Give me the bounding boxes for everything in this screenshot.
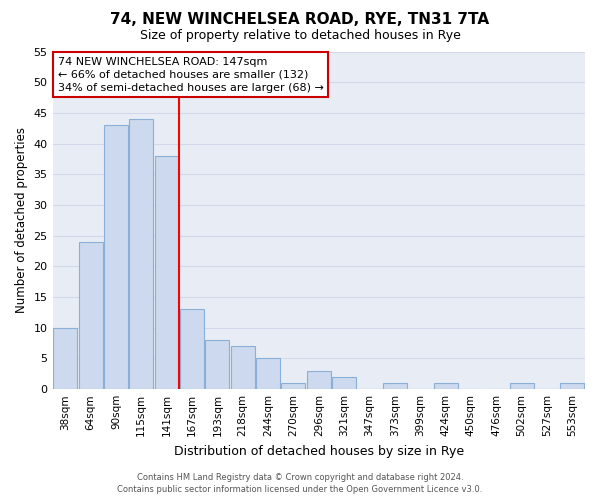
- Bar: [104, 125, 128, 389]
- Bar: [79, 242, 103, 389]
- Bar: [281, 383, 305, 389]
- Bar: [53, 328, 77, 389]
- Bar: [256, 358, 280, 389]
- Y-axis label: Number of detached properties: Number of detached properties: [15, 128, 28, 314]
- X-axis label: Distribution of detached houses by size in Rye: Distribution of detached houses by size …: [174, 444, 464, 458]
- Text: Contains HM Land Registry data © Crown copyright and database right 2024.
Contai: Contains HM Land Registry data © Crown c…: [118, 473, 482, 494]
- Text: Size of property relative to detached houses in Rye: Size of property relative to detached ho…: [140, 29, 460, 42]
- Text: 74 NEW WINCHELSEA ROAD: 147sqm
← 66% of detached houses are smaller (132)
34% of: 74 NEW WINCHELSEA ROAD: 147sqm ← 66% of …: [58, 56, 324, 93]
- Bar: [307, 371, 331, 389]
- Bar: [332, 377, 356, 389]
- Bar: [230, 346, 255, 389]
- Bar: [509, 383, 533, 389]
- Text: 74, NEW WINCHELSEA ROAD, RYE, TN31 7TA: 74, NEW WINCHELSEA ROAD, RYE, TN31 7TA: [110, 12, 490, 28]
- Bar: [180, 310, 204, 389]
- Bar: [129, 119, 154, 389]
- Bar: [560, 383, 584, 389]
- Bar: [383, 383, 407, 389]
- Bar: [205, 340, 229, 389]
- Bar: [155, 156, 179, 389]
- Bar: [434, 383, 458, 389]
